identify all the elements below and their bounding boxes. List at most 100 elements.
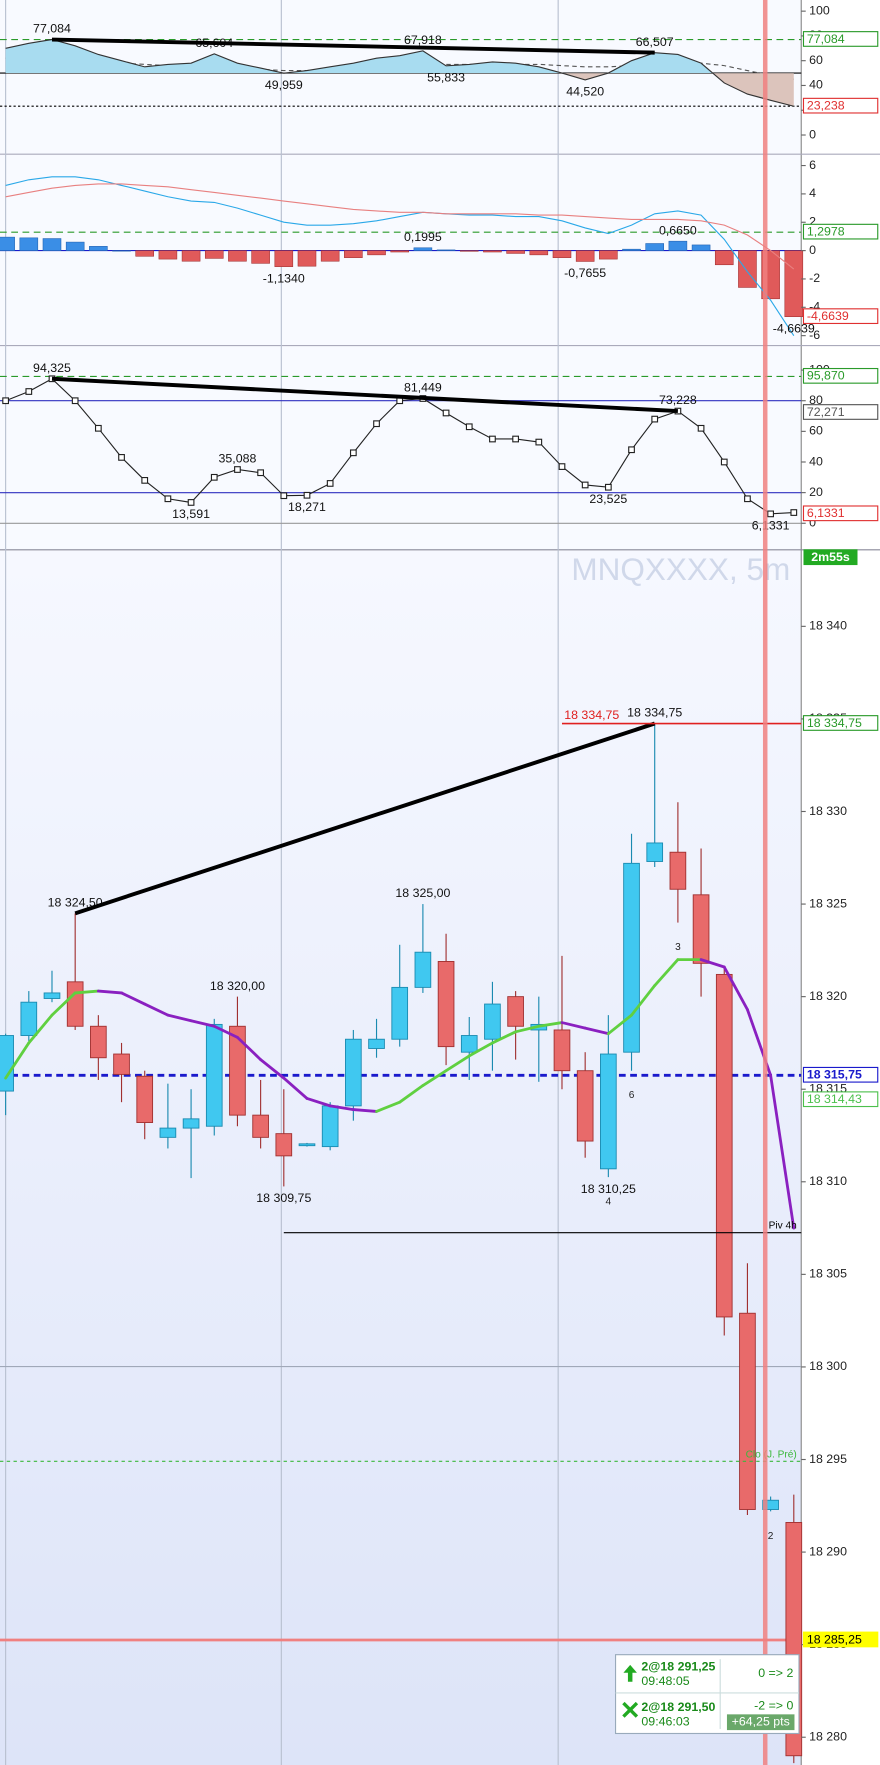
- point: [234, 466, 241, 473]
- moving-average: [467, 1041, 494, 1058]
- price-tag: [802, 367, 879, 384]
- candle-body: [414, 951, 432, 988]
- moving-average: [421, 1069, 448, 1087]
- y-tick-label: -4: [809, 300, 820, 314]
- candle-body: [275, 1133, 293, 1157]
- moving-average: [120, 991, 147, 1006]
- point: [187, 499, 195, 506]
- point: [581, 481, 589, 489]
- bar: [367, 250, 386, 256]
- trend-line: [51, 376, 678, 414]
- moving-average: [96, 989, 123, 995]
- candle-body: [692, 894, 710, 964]
- value-label: 49,959: [265, 78, 303, 92]
- point: [71, 397, 79, 405]
- y-tick-label: 18 330: [809, 804, 847, 818]
- candle-body: [229, 1025, 246, 1116]
- value-label: 67,918: [404, 33, 442, 47]
- bar: [274, 250, 294, 267]
- candle-body: [159, 1127, 177, 1138]
- candle-body: [368, 1038, 385, 1049]
- moving-average: [27, 1013, 54, 1045]
- y-tick-label: 18 340: [809, 619, 847, 633]
- moving-average: [606, 1013, 633, 1036]
- moving-average: [143, 1002, 170, 1017]
- bar: [622, 248, 641, 251]
- y-tick-label: 18 290: [809, 1544, 847, 1558]
- price-tag: [802, 715, 879, 731]
- point: [651, 415, 659, 423]
- area-above: [5, 39, 794, 74]
- macd-line: [5, 176, 795, 336]
- axis-background: [801, 0, 880, 1765]
- candle-body: [205, 1023, 223, 1127]
- price-line-label: Piv 4h: [769, 1221, 797, 1232]
- y-tick-label: 20: [809, 485, 823, 499]
- value-label: 23,525: [589, 492, 627, 506]
- point: [744, 495, 751, 503]
- point: [465, 423, 473, 431]
- price-tag: [802, 97, 879, 114]
- signal-count: 2: [768, 1531, 774, 1542]
- high-label: 18 320,00: [210, 979, 265, 993]
- y-tick-label: -2: [809, 271, 820, 285]
- price-background: [0, 550, 802, 1765]
- y-tick-label: 2: [809, 215, 816, 229]
- candle-body: [0, 1035, 14, 1092]
- point: [141, 476, 149, 484]
- price-tag-label: 95,870: [807, 369, 845, 383]
- point: [790, 509, 798, 516]
- value-label: 18,271: [288, 500, 326, 514]
- moving-average: [630, 984, 657, 1017]
- moving-average: [73, 989, 100, 995]
- point: [489, 435, 496, 443]
- bar: [42, 238, 62, 251]
- bar: [228, 250, 247, 262]
- moving-average: [583, 1026, 610, 1036]
- panel: 77,08465,60449,95967,91855,83344,52066,5…: [0, 22, 802, 107]
- bar: [668, 240, 688, 251]
- point: [349, 449, 357, 457]
- candle-body: [345, 1038, 362, 1107]
- high-label: 18 325,00: [395, 886, 450, 900]
- bar: [89, 246, 108, 251]
- bar: [19, 237, 39, 251]
- order-change: -2 => 0: [754, 1699, 793, 1713]
- y-tick-label: 80: [809, 393, 823, 407]
- trend-line: [51, 37, 655, 55]
- order-box: 2@18 291,25 09:48:05 0 => 2 2@18 291,50 …: [614, 1654, 800, 1735]
- candle-body: [43, 992, 61, 999]
- price-tag-label: 18 334,75: [807, 716, 862, 730]
- candle-body: [600, 1053, 617, 1170]
- panel: 94,325 13,591 35,088 18,271 81,449 23,525 73,2…: [0, 361, 802, 533]
- price-tag: [802, 31, 879, 47]
- indicator-background: [0, 0, 802, 550]
- price-tag-label: -4,6639: [807, 309, 849, 323]
- point: [164, 495, 172, 503]
- bar: [506, 250, 525, 254]
- buy-icon: [623, 1664, 637, 1682]
- bar: [459, 250, 479, 252]
- macd-line: [5, 183, 795, 270]
- y-tick-label: -6: [809, 328, 820, 342]
- candle-body: [391, 986, 409, 1040]
- price-tag: [802, 1091, 879, 1108]
- bar: [181, 250, 201, 262]
- moving-average: [212, 1024, 239, 1039]
- point: [535, 438, 543, 446]
- y-tick-label: 18 295: [809, 1452, 847, 1466]
- price-tag-label: 18 285,25: [807, 1632, 862, 1646]
- high-label: 18 334,75: [627, 706, 682, 720]
- close-icon: [622, 1701, 639, 1718]
- y-tick-label: 0: [809, 127, 816, 141]
- point: [326, 480, 334, 487]
- y-tick-label: 60: [809, 53, 823, 67]
- order-result: +64,25 pts: [732, 1714, 790, 1728]
- low-label: 18 309,75: [256, 1191, 311, 1205]
- price-tag: [802, 223, 879, 240]
- moving-average: [398, 1084, 425, 1104]
- moving-average: [769, 1073, 796, 1230]
- bar: [297, 250, 317, 267]
